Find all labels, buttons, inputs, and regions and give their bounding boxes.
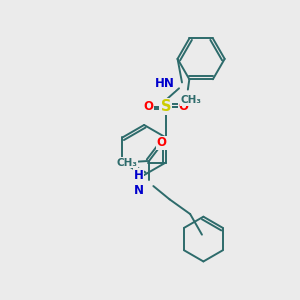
Text: CH₃: CH₃	[180, 95, 201, 106]
Text: CH₃: CH₃	[117, 158, 138, 167]
Text: O: O	[143, 100, 153, 113]
Text: HN: HN	[155, 77, 175, 90]
Text: H
N: H N	[134, 169, 144, 196]
Text: O: O	[157, 136, 166, 149]
Text: S: S	[160, 99, 171, 114]
Text: O: O	[178, 100, 188, 113]
